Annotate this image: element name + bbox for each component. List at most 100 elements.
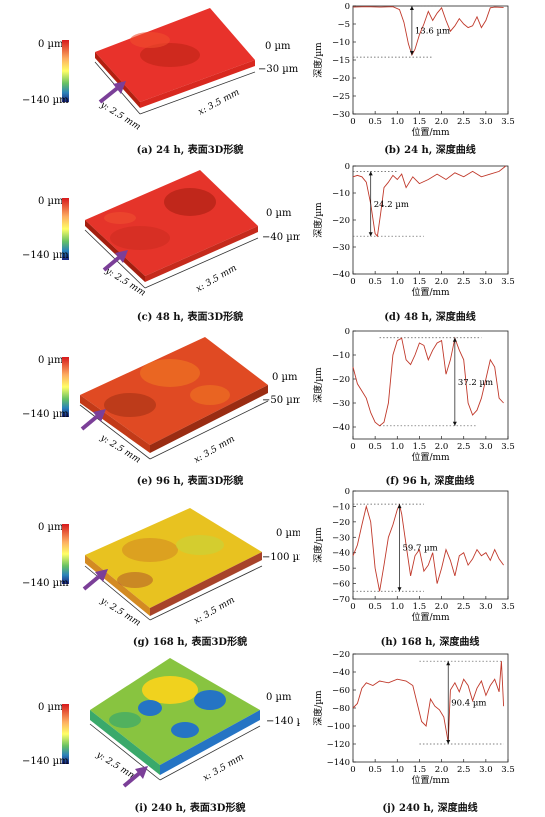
x-tick-label: 2.0 [435, 277, 449, 287]
x-tick-label: 3.5 [501, 277, 515, 287]
colorbar-bottom-label: −140 µm [22, 409, 69, 420]
x-tick-label: 1.0 [391, 442, 405, 452]
x-tick-label: 1.0 [391, 602, 405, 612]
surface-3d-panel: 0 µm −140 µm 0 µm −30 µm x: 3.5 mm y: 2.… [22, 8, 299, 133]
depth-profile-chart: 0 0.5 1.0 1.5 2.0 2.5 3.0 3.5 0 −10 −20 −30 −40 −50 −6… [312, 487, 515, 623]
y-tick-label: −140 [327, 758, 350, 768]
y-tick-label: −60 [332, 686, 350, 696]
panel-caption: (e) 96 h, 表面3D形貌 [136, 476, 244, 487]
panel-caption: (a) 24 h, 表面3D形貌 [136, 145, 244, 156]
colorbar-top-label: 0 µm [38, 522, 64, 533]
colorbar [62, 40, 69, 102]
depth-profile-line [352, 336, 504, 427]
x-axis-label: x: 3.5 mm [197, 88, 242, 118]
y-tick-label: −80 [332, 704, 350, 714]
y-axis-line [79, 404, 151, 460]
depth-annotation: 24.2 µm [374, 200, 409, 210]
x-tick-label: 1.0 [391, 277, 405, 287]
colorbar-top-label: 0 µm [38, 702, 64, 713]
surface-side [160, 710, 260, 775]
measure-arrow-up [409, 6, 414, 10]
y-tick-label: 0 [345, 162, 350, 172]
z-top-label: 0 µm [272, 372, 298, 383]
y-axis-label: 深度/µm [312, 527, 324, 563]
surface-side [85, 220, 145, 282]
x-tick-label: 1.0 [391, 117, 405, 127]
surface-side [150, 552, 262, 616]
surface-texture [130, 32, 170, 48]
surface-texture [122, 538, 178, 562]
y-axis-label: 深度/µm [312, 202, 324, 238]
surface-side [95, 52, 140, 108]
surface-texture [140, 43, 200, 67]
measure-arrow-down [409, 50, 414, 55]
surface-texture [109, 712, 141, 728]
y-axis-label: y: 2.5 mm [98, 100, 143, 133]
depth-annotation: 13.6 µm [415, 26, 450, 36]
z-bottom-label: −40 µm [262, 232, 300, 243]
x-tick-label: 2.0 [435, 442, 449, 452]
measure-arrow-down [368, 232, 373, 237]
x-tick-label: 1.5 [413, 602, 427, 612]
y-tick-label: −10 [332, 351, 350, 361]
plot-frame [352, 330, 509, 440]
x-tick-label: 2.5 [457, 277, 471, 287]
y-tick-label: −20 [332, 375, 350, 385]
x-tick-label: 3.0 [479, 442, 493, 452]
y-tick-label: −60 [332, 580, 350, 590]
y-tick-label: −20 [332, 518, 350, 528]
x-tick-label: 2.0 [435, 765, 449, 775]
x-axis-label: 位置/mm [411, 126, 450, 138]
y-tick-label: −40 [332, 423, 350, 433]
y-tick-label: −40 [332, 668, 350, 678]
depth-profile-line [352, 661, 505, 743]
x-tick-label: 3.5 [501, 117, 515, 127]
surface-side [140, 60, 255, 108]
x-axis-label: 位置/mm [411, 451, 450, 463]
surface-texture [190, 385, 230, 405]
y-axis-line [89, 723, 161, 781]
depth-annotation: 37.2 µm [458, 378, 493, 388]
panel-caption: (j) 240 h, 深度曲线 [382, 803, 478, 814]
x-axis-label: x: 3.5 mm [195, 263, 239, 294]
depth-profile-chart: 0 0.5 1.0 1.5 2.0 2.5 3.0 3.5 0 −10 −20 −30 −40 位置/mm… [312, 162, 515, 298]
y-axis-line [84, 565, 151, 621]
colorbar-bottom-label: −140 µm [22, 756, 69, 767]
surface-top [95, 8, 255, 102]
x-tick-label: 3.0 [479, 765, 493, 775]
surface-side [85, 555, 150, 616]
panel-caption: (f) 96 h, 深度曲线 [385, 476, 475, 487]
surface-side [145, 226, 258, 282]
measure-arrow-up [368, 171, 373, 176]
x-tick-label: 0.5 [368, 277, 382, 287]
x-axis-label: x: 3.5 mm [193, 434, 237, 465]
x-tick-label: 3.0 [479, 602, 493, 612]
surface-side [80, 395, 150, 453]
x-tick-label: 3.0 [479, 117, 493, 127]
z-top-label: 0 µm [266, 692, 292, 703]
x-tick-label: 1.5 [413, 277, 427, 287]
y-tick-label: −10 [332, 189, 350, 199]
depth-profile-chart: 0 0.5 1.0 1.5 2.0 2.5 3.0 3.5 −20 −40 −60 −80 −100 −1… [312, 650, 515, 786]
panel-caption: (d) 48 h, 深度曲线 [384, 312, 476, 323]
panel-caption: (i) 240 h, 表面3D形貌 [134, 803, 246, 814]
y-tick-label: −5 [337, 20, 350, 30]
x-tick-label: 3.0 [479, 277, 493, 287]
x-tick-label: 0 [350, 442, 355, 452]
surface-texture [140, 359, 200, 387]
surface-texture [104, 393, 156, 417]
y-tick-label: −40 [332, 270, 350, 280]
panel-caption: (c) 48 h, 表面3D形貌 [136, 312, 244, 323]
x-axis-label: 位置/mm [411, 286, 450, 298]
x-tick-label: 0.5 [368, 117, 382, 127]
y-axis-label: 深度/µm [312, 42, 324, 78]
y-tick-label: −30 [332, 110, 350, 120]
z-bottom-label: −140 µm [266, 716, 300, 727]
plot-frame [352, 490, 509, 600]
panel-caption: (b) 24 h, 深度曲线 [384, 145, 476, 156]
depth-profile-chart: 0 0.5 1.0 1.5 2.0 2.5 3.0 3.5 0 −5 −10 −15 −20 −25 −30… [312, 2, 515, 138]
y-tick-label: 0 [345, 2, 350, 12]
x-tick-label: 2.5 [457, 117, 471, 127]
depth-profile-chart: 0 0.5 1.0 1.5 2.0 2.5 3.0 3.5 0 −10 −20 −30 −40 位置/mm… [312, 327, 515, 463]
y-tick-label: −30 [332, 399, 350, 409]
